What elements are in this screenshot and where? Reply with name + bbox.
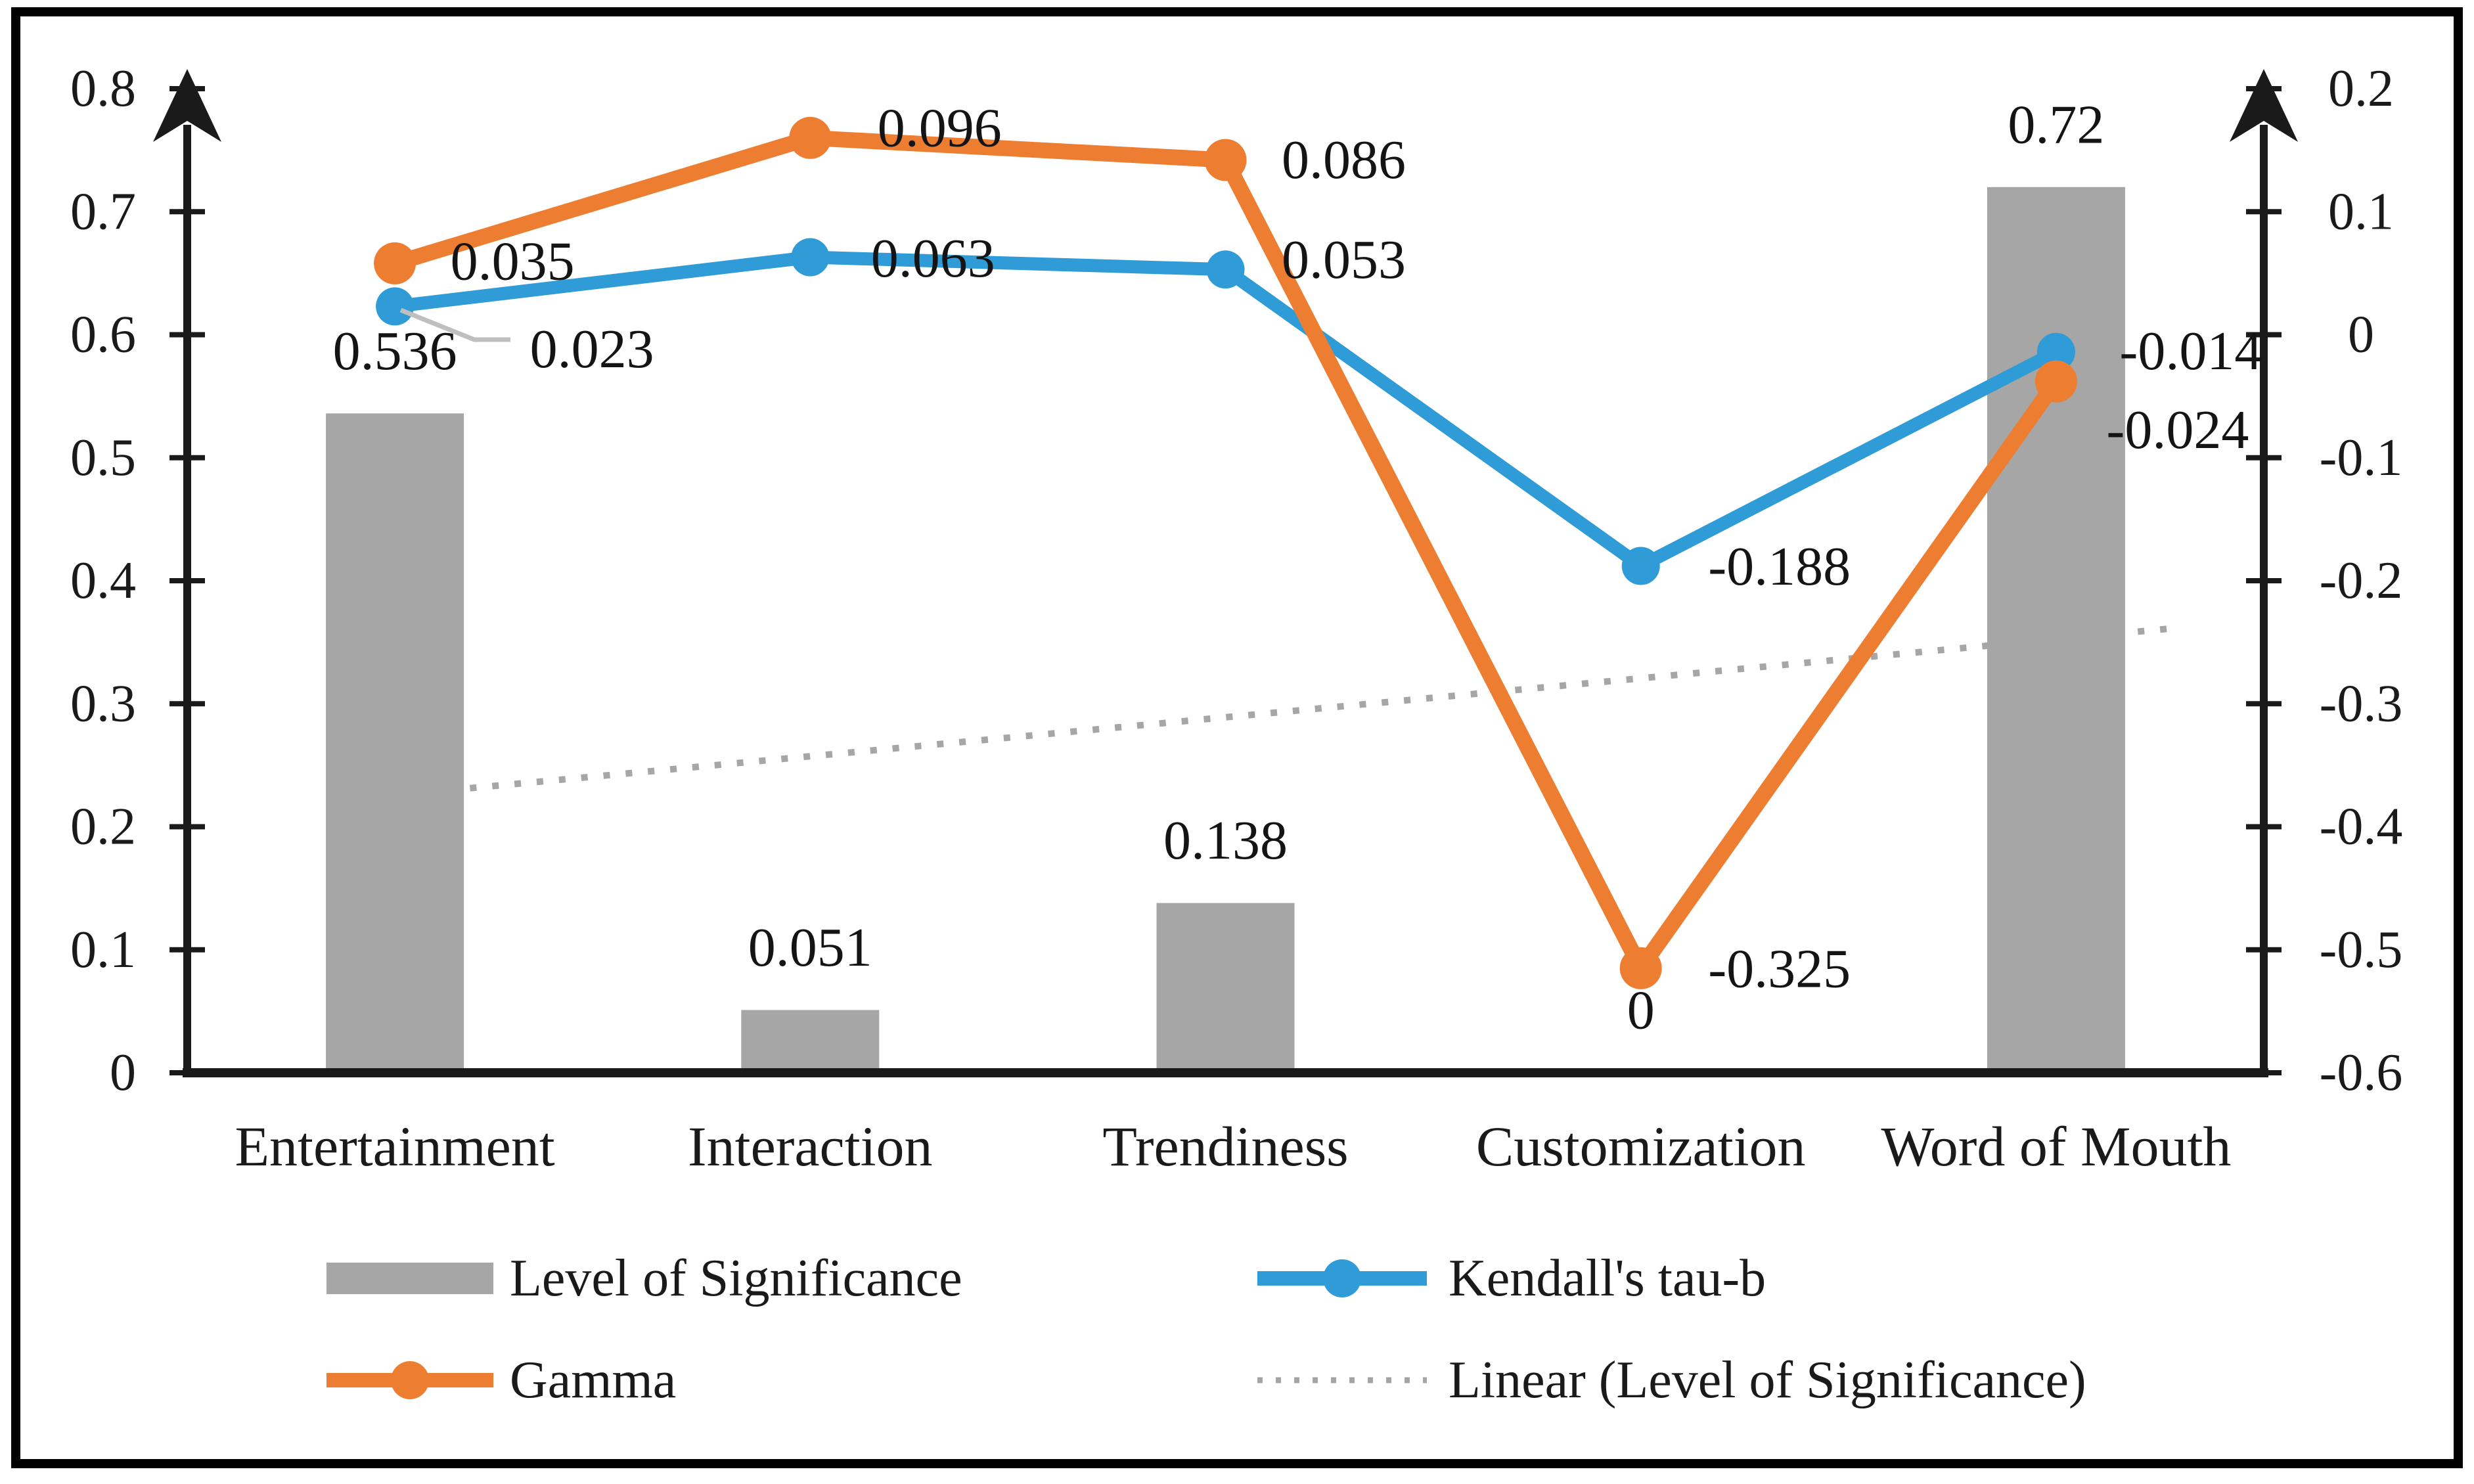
left-axis-arrow (153, 69, 221, 142)
left-axis-tick-label: 0.8 (70, 60, 136, 118)
kendall-data-label: 0.063 (871, 228, 995, 289)
kendall-marker (1206, 250, 1245, 289)
gamma-data-label: 0.086 (1282, 129, 1406, 191)
kendall-marker (1621, 547, 1660, 585)
gamma-data-label: 0.096 (878, 97, 1002, 158)
right-axis-tick-label: -0.4 (2320, 798, 2403, 856)
category-label: Trendiness (1102, 1115, 1348, 1178)
left-axis-tick-label: 0.1 (70, 921, 136, 979)
kendall-marker (376, 287, 415, 326)
category-label: Interaction (688, 1115, 932, 1178)
left-axis-tick-label: 0.6 (70, 306, 136, 364)
kendall-data-label: 0.023 (530, 319, 654, 380)
gamma-data-label: -0.325 (1708, 938, 1851, 999)
right-axis-tick-label: 0.2 (2328, 60, 2394, 118)
gamma-data-label: -0.024 (2106, 399, 2249, 461)
bar-data-label: 0.536 (333, 321, 457, 382)
bar-data-label: 0.051 (748, 917, 872, 978)
figure-border (11, 7, 2463, 1468)
kendall-data-label: -0.014 (2119, 321, 2262, 382)
gamma-marker (1619, 947, 1662, 989)
legend-line-marker (1323, 1259, 1361, 1297)
right-axis-arrow (2230, 69, 2298, 142)
gamma-marker (374, 242, 416, 284)
left-axis-tick-label: 0.4 (70, 552, 136, 610)
bar-level-of-significance (1156, 903, 1295, 1073)
left-axis-tick-label: 0.3 (70, 675, 136, 732)
bar-data-label: 0.72 (2008, 94, 2104, 155)
left-axis-tick-label: 0.7 (70, 183, 136, 240)
left-axis-tick-label: 0 (110, 1044, 136, 1102)
legend-bar-swatch (326, 1263, 493, 1294)
left-axis-tick-label: 0.5 (70, 429, 136, 487)
right-axis-tick-label: -0.1 (2320, 429, 2403, 487)
gamma-marker (2035, 360, 2077, 403)
legend-item-label: Gamma (510, 1351, 676, 1409)
right-axis-tick-label: 0.1 (2328, 183, 2394, 240)
right-axis-tick-label: -0.3 (2320, 675, 2403, 732)
data-label-leader-line (399, 307, 510, 342)
bar-level-of-significance (741, 1010, 880, 1073)
right-axis-tick-label: -0.5 (2320, 921, 2403, 979)
legend-item-label: Linear (Level of Significance) (1449, 1351, 2086, 1409)
gamma-marker (1204, 139, 1247, 181)
kendall-data-label: -0.188 (1708, 536, 1851, 597)
bar-level-of-significance (1987, 187, 2125, 1073)
category-label: Customization (1476, 1115, 1806, 1178)
kendall-data-label: 0.053 (1282, 229, 1406, 290)
legend-item-label: Kendall's tau-b (1449, 1249, 1766, 1307)
right-axis-tick-label: 0 (2348, 306, 2374, 364)
bar-data-label: 0.138 (1163, 810, 1288, 871)
right-axis-tick-label: -0.2 (2320, 552, 2403, 610)
legend-item-label: Level of Significance (510, 1249, 962, 1307)
category-label: Entertainment (235, 1115, 555, 1178)
kendall-marker (791, 238, 830, 277)
bar-data-label: 0 (1627, 980, 1655, 1041)
category-label: Word of Mouth (1881, 1115, 2231, 1178)
gamma-marker (789, 116, 832, 159)
right-axis-tick-label: -0.6 (2320, 1044, 2403, 1102)
bar-level-of-significance (326, 413, 464, 1073)
legend-line-marker (391, 1361, 429, 1399)
gamma-data-label: 0.035 (451, 231, 575, 292)
kendall-marker (2036, 332, 2075, 371)
left-axis-tick-label: 0.2 (70, 798, 136, 856)
